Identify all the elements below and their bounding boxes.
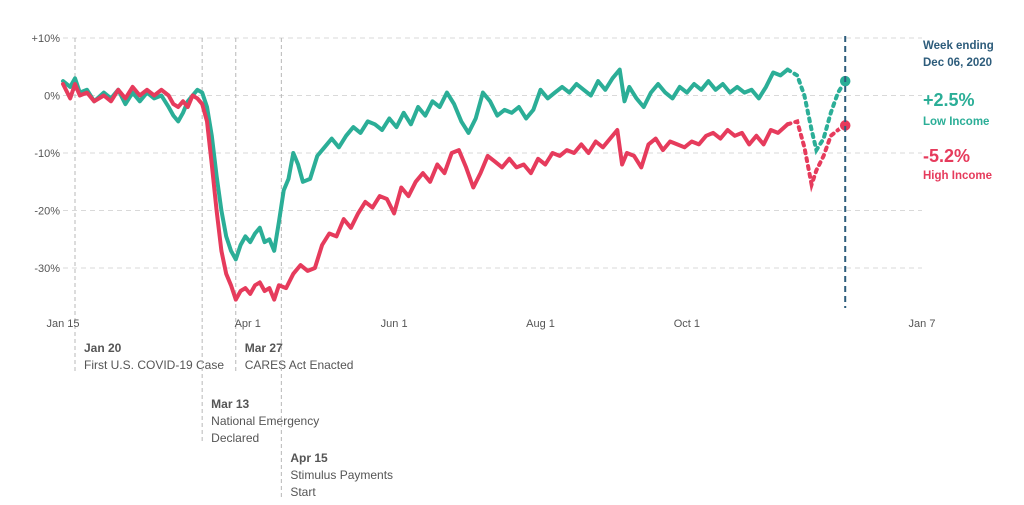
reference-label: Week ending (923, 40, 994, 52)
x-tick-label: Aug 1 (526, 318, 555, 330)
reference-layer: Week ending Dec 06, 2020 +2.5% Low Income -5… (844, 36, 994, 308)
event-description: CARES Act Enacted (245, 358, 354, 372)
x-tick-label: Jun 1 (381, 318, 408, 330)
event-description: Start (290, 485, 316, 499)
x-tick-label: Jan 7 (909, 318, 936, 330)
event-date-label: Jan 20 (84, 341, 122, 355)
series-projection-low-income (785, 67, 848, 156)
x-tick-label: Jan 15 (46, 318, 79, 330)
axis-layer: +10% 0% -10% -20% -30% Jan 15 Apr 1 Jun 1 Aug 1 O… (32, 33, 936, 330)
event-date-label: Mar 27 (245, 341, 283, 355)
series-layer (61, 67, 852, 302)
y-tick-label: -30% (34, 263, 60, 275)
x-tick-label: Apr 1 (235, 318, 261, 330)
event-markers: Jan 20 First U.S. COVID-19 Case Mar 13 Nati… (74, 38, 393, 499)
event-description: National Emergency (211, 414, 319, 428)
reference-label: Dec 06, 2020 (923, 57, 992, 69)
grid-layer (63, 37, 922, 269)
x-tick-label: Oct 1 (674, 318, 700, 330)
y-tick-label: -20% (34, 206, 60, 218)
series-line-high-income (61, 82, 790, 302)
event-date-label: Apr 15 (290, 451, 328, 465)
event-description: Stimulus Payments (290, 468, 393, 482)
end-label-low-income: Low Income (923, 116, 989, 128)
event-description: First U.S. COVID-19 Case (84, 358, 224, 372)
y-tick-label: +10% (32, 33, 61, 45)
event-date-label: Mar 13 (211, 397, 249, 411)
event-description: Declared (211, 431, 259, 445)
end-value-high-income: -5.2% (923, 146, 970, 166)
y-tick-label: -10% (34, 148, 60, 160)
y-tick-label: 0% (44, 91, 60, 103)
series-projection-high-income (785, 118, 848, 193)
end-value-low-income: +2.5% (923, 90, 975, 110)
end-label-high-income: High Income (923, 170, 992, 182)
